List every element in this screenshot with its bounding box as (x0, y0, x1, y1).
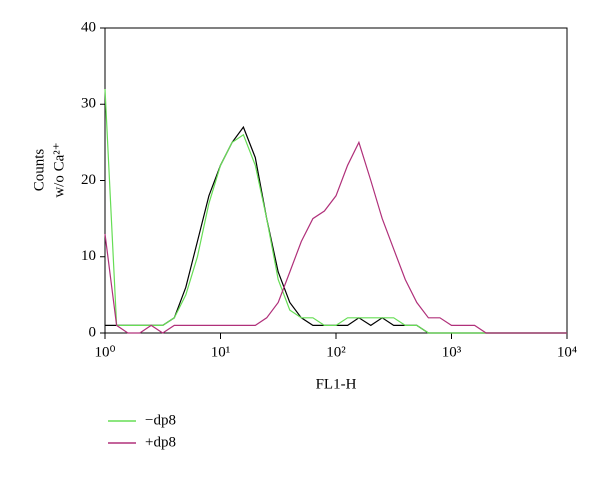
legend-label: +dp8 (145, 434, 176, 450)
x-tick-label: 10⁴ (557, 344, 577, 360)
series-line (104, 140, 567, 334)
y-axis-label: Counts (31, 149, 47, 192)
series-line (105, 125, 567, 334)
y-tick-label: 30 (81, 96, 96, 112)
y-tick-label: 0 (89, 324, 97, 340)
plot-frame (104, 27, 568, 334)
x-tick-label: 10³ (442, 344, 462, 360)
y-axis-label: w/o Ca²⁺ (51, 142, 67, 197)
x-tick-label: 10⁰ (94, 344, 115, 360)
y-tick-label: 10 (81, 248, 96, 264)
y-tick-label: 40 (81, 19, 96, 35)
legend-label: −dp8 (145, 412, 176, 428)
x-tick-label: 10¹ (211, 344, 231, 360)
x-axis-label: FL1-H (316, 376, 357, 392)
y-tick-label: 20 (81, 172, 96, 188)
x-tick-label: 10² (326, 344, 346, 360)
series-line (104, 88, 567, 334)
